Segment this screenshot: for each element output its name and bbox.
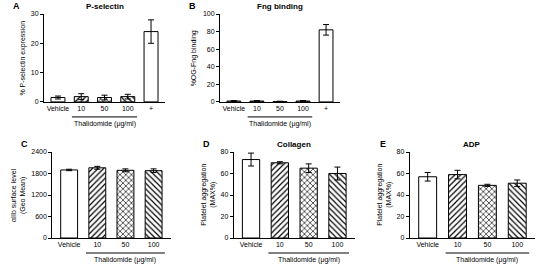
- svg-text:20: 20: [207, 81, 215, 88]
- svg-text:10: 10: [276, 241, 284, 248]
- svg-text:100: 100: [297, 105, 309, 112]
- svg-text:C: C: [21, 139, 28, 149]
- svg-text:50: 50: [101, 105, 109, 112]
- svg-text:40: 40: [397, 191, 405, 198]
- svg-text:Vehicle: Vehicle: [47, 105, 70, 112]
- svg-text:0: 0: [211, 98, 215, 105]
- svg-text:Collagen: Collagen: [277, 140, 311, 149]
- svg-text:Platelet aggregation(MAX%): Platelet aggregation(MAX%): [200, 163, 217, 225]
- svg-text:E: E: [380, 139, 386, 149]
- svg-text:Thalidomide (μg/ml): Thalidomide (μg/ml): [249, 120, 311, 128]
- svg-text:%OG-Fng binding: %OG-Fng binding: [190, 30, 198, 86]
- svg-text:αIIb surface level(Geo Mean): αIIb surface level(Geo Mean): [10, 168, 27, 222]
- svg-text:Fng binding: Fng binding: [257, 2, 303, 11]
- svg-text:B: B: [189, 1, 196, 11]
- svg-text:0: 0: [35, 98, 39, 105]
- svg-text:P-selectin: P-selectin: [86, 2, 124, 11]
- svg-text:40: 40: [221, 191, 229, 198]
- svg-text:Vehicle: Vehicle: [58, 241, 81, 248]
- svg-text:A: A: [13, 1, 20, 11]
- svg-text:Vehicle: Vehicle: [416, 241, 439, 248]
- svg-text:2400: 2400: [31, 148, 47, 155]
- svg-text:1200: 1200: [31, 191, 47, 198]
- svg-text:Thalidomide (μg/ml): Thalidomide (μg/ml): [278, 256, 340, 264]
- svg-text:Platelet aggregation(MAX%): Platelet aggregation(MAX%): [376, 163, 393, 225]
- svg-text:Thalidomide (μg/ml): Thalidomide (μg/ml): [456, 256, 518, 264]
- svg-text:80: 80: [221, 148, 229, 155]
- svg-text:50: 50: [122, 241, 130, 248]
- svg-text:100: 100: [122, 105, 134, 112]
- svg-text:Vehicle: Vehicle: [223, 105, 246, 112]
- svg-text:50: 50: [305, 241, 313, 248]
- svg-text:60: 60: [221, 170, 229, 177]
- svg-text:+: +: [149, 105, 153, 112]
- svg-text:600: 600: [35, 213, 47, 220]
- svg-text:100: 100: [332, 241, 344, 248]
- svg-text:20: 20: [397, 213, 405, 220]
- svg-text:80: 80: [397, 148, 405, 155]
- svg-text:20: 20: [221, 213, 229, 220]
- svg-text:ADP: ADP: [463, 140, 481, 149]
- svg-text:0: 0: [224, 234, 228, 241]
- svg-text:20: 20: [31, 40, 39, 47]
- svg-text:60: 60: [207, 46, 215, 53]
- svg-text:10: 10: [31, 69, 39, 76]
- svg-text:1800: 1800: [31, 170, 47, 177]
- svg-text:+: +: [324, 105, 328, 112]
- svg-text:40: 40: [207, 63, 215, 70]
- svg-text:50: 50: [276, 105, 284, 112]
- svg-text:0: 0: [400, 234, 404, 241]
- svg-text:0: 0: [43, 234, 47, 241]
- svg-text:Vehicle: Vehicle: [240, 241, 263, 248]
- svg-text:100: 100: [511, 241, 523, 248]
- svg-text:50: 50: [483, 241, 491, 248]
- svg-text:60: 60: [397, 170, 405, 177]
- svg-text:10: 10: [454, 241, 462, 248]
- svg-text:10: 10: [253, 105, 261, 112]
- svg-text:30: 30: [31, 10, 39, 17]
- svg-text:D: D: [203, 139, 210, 149]
- svg-text:% P-selectin expression: % P-selectin expression: [19, 21, 27, 96]
- svg-text:Thalidomide (μg/ml): Thalidomide (μg/ml): [94, 256, 156, 264]
- svg-text:10: 10: [93, 241, 101, 248]
- svg-text:100: 100: [203, 10, 215, 17]
- svg-text:Thalidomide (μg/ml): Thalidomide (μg/ml): [74, 120, 136, 128]
- svg-text:100: 100: [148, 241, 160, 248]
- svg-text:10: 10: [77, 105, 85, 112]
- svg-text:80: 80: [207, 28, 215, 35]
